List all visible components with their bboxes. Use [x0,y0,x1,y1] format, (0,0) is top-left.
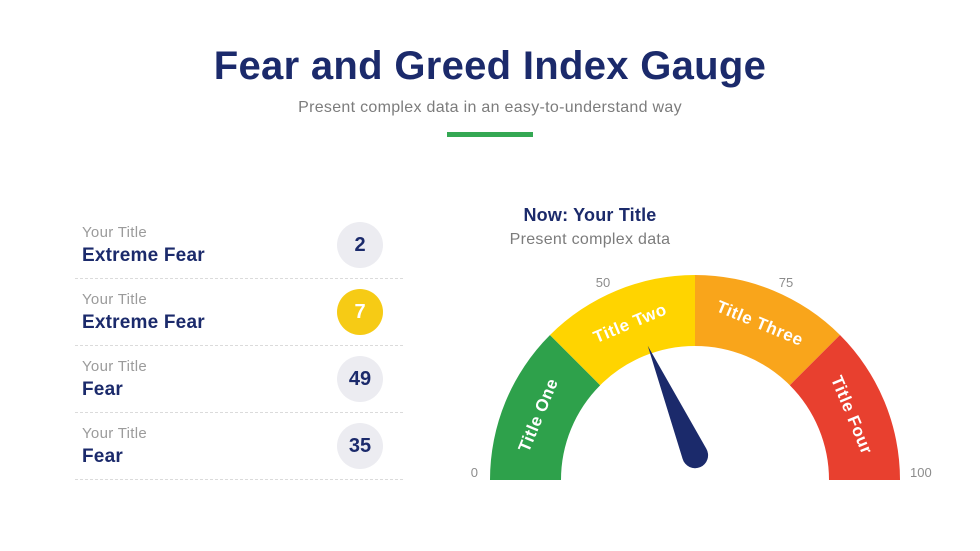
gauge-segment-1 [489,335,601,480]
list-item: Your Title Fear 35 [75,413,403,480]
list-item: Your Title Fear 49 [75,346,403,413]
list-item: Your Title Extreme Fear 2 [75,212,403,279]
gauge-subheading: Present complex data [509,231,671,248]
list-item-texts: Your Title Extreme Fear [82,224,205,267]
value-badge: 7 [337,289,383,335]
list-item-name: Extreme Fear [82,244,205,266]
list-item: Your Title Extreme Fear 7 [75,279,403,346]
gauge-needle [647,345,709,469]
list-item-label: Your Title [82,357,147,375]
list-item-name: Fear [82,445,123,467]
gauge-tick-75: 75 [779,275,793,290]
list-item-label: Your Title [82,223,147,241]
value-badge: 49 [337,356,383,402]
value-badge: 2 [337,222,383,268]
accent-underline [447,132,533,137]
list-item-label: Your Title [82,424,147,442]
list-item-texts: Your Title Fear [82,358,147,401]
gauge-segment-2 [550,274,695,386]
gauge-heading: Now: Your Title [523,205,657,225]
list-item-texts: Your Title Extreme Fear [82,291,205,334]
list-item-label: Your Title [82,290,147,308]
list-item-name: Extreme Fear [82,311,205,333]
gauge-tick-50: 50 [596,275,610,290]
gauge-tick-0: 0 [471,465,478,480]
list-item-texts: Your Title Fear [82,425,147,468]
gauge-segment-4 [789,335,900,480]
gauge-segment-3 [695,274,840,386]
index-legend-list: Your Title Extreme Fear 2 Your Title Ext… [75,212,403,480]
page-title: Fear and Greed Index Gauge [213,44,767,88]
value-badge: 35 [337,423,383,469]
list-item-name: Fear [82,378,123,400]
gauge-tick-100: 100 [910,465,932,480]
page-subtitle: Present complex data in an easy-to-under… [298,99,682,116]
